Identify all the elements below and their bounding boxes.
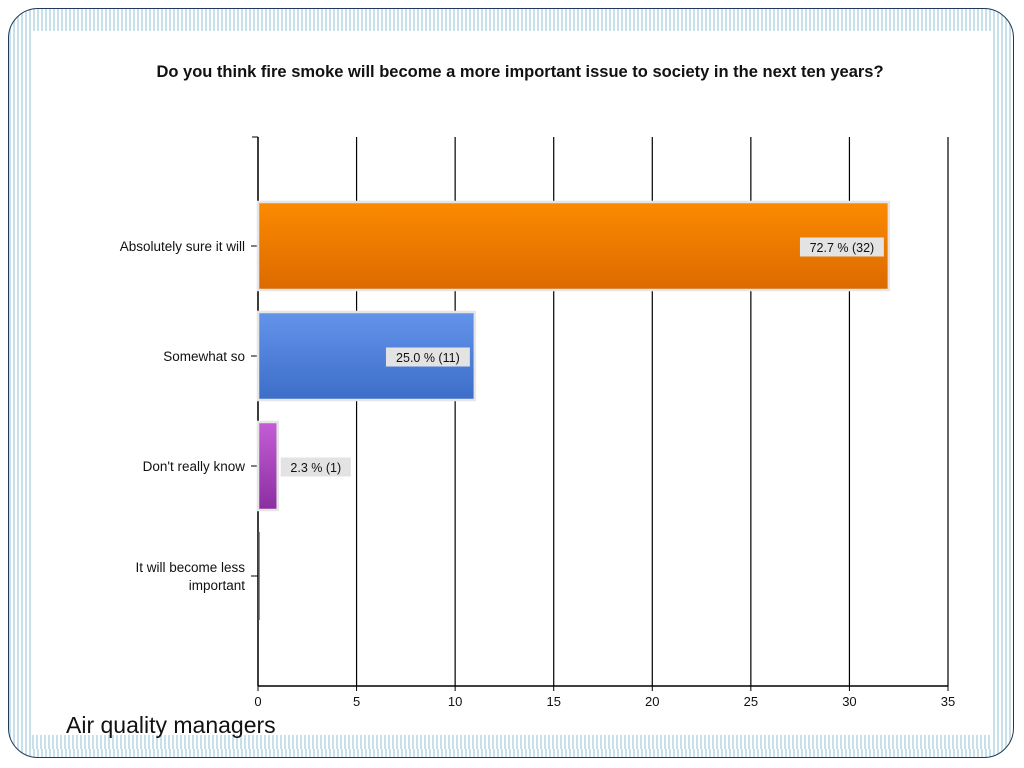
- x-tick-label: 10: [448, 694, 462, 709]
- category-label: Somewhat so: [163, 349, 245, 364]
- content-panel: [32, 31, 992, 743]
- category-label: Absolutely sure it will: [120, 239, 245, 254]
- x-tick-label: 25: [744, 694, 758, 709]
- slide-caption: Air quality managers: [66, 712, 276, 738]
- bar: [256, 200, 891, 292]
- value-label: 25.0 % (11): [396, 351, 460, 365]
- chart-title: Do you think fire smoke will become a mo…: [156, 63, 884, 81]
- x-tick-label: 35: [941, 694, 955, 709]
- category-label: It will become less important: [135, 560, 245, 593]
- x-tick-label: 15: [546, 694, 560, 709]
- footer-strip: [32, 735, 992, 749]
- value-label-box: [385, 347, 470, 367]
- bar: [256, 420, 279, 512]
- value-label: 2.3 % (1): [290, 461, 341, 475]
- category-label: Don't really know: [143, 459, 246, 474]
- x-tick-label: 5: [353, 694, 360, 709]
- bar: [256, 310, 477, 402]
- value-label-box: [280, 457, 351, 477]
- value-label-box: [799, 237, 884, 257]
- x-tick-label: 20: [645, 694, 659, 709]
- x-tick-label: 30: [842, 694, 856, 709]
- x-tick-label: 0: [254, 694, 261, 709]
- value-label: 72.7 % (32): [810, 241, 875, 255]
